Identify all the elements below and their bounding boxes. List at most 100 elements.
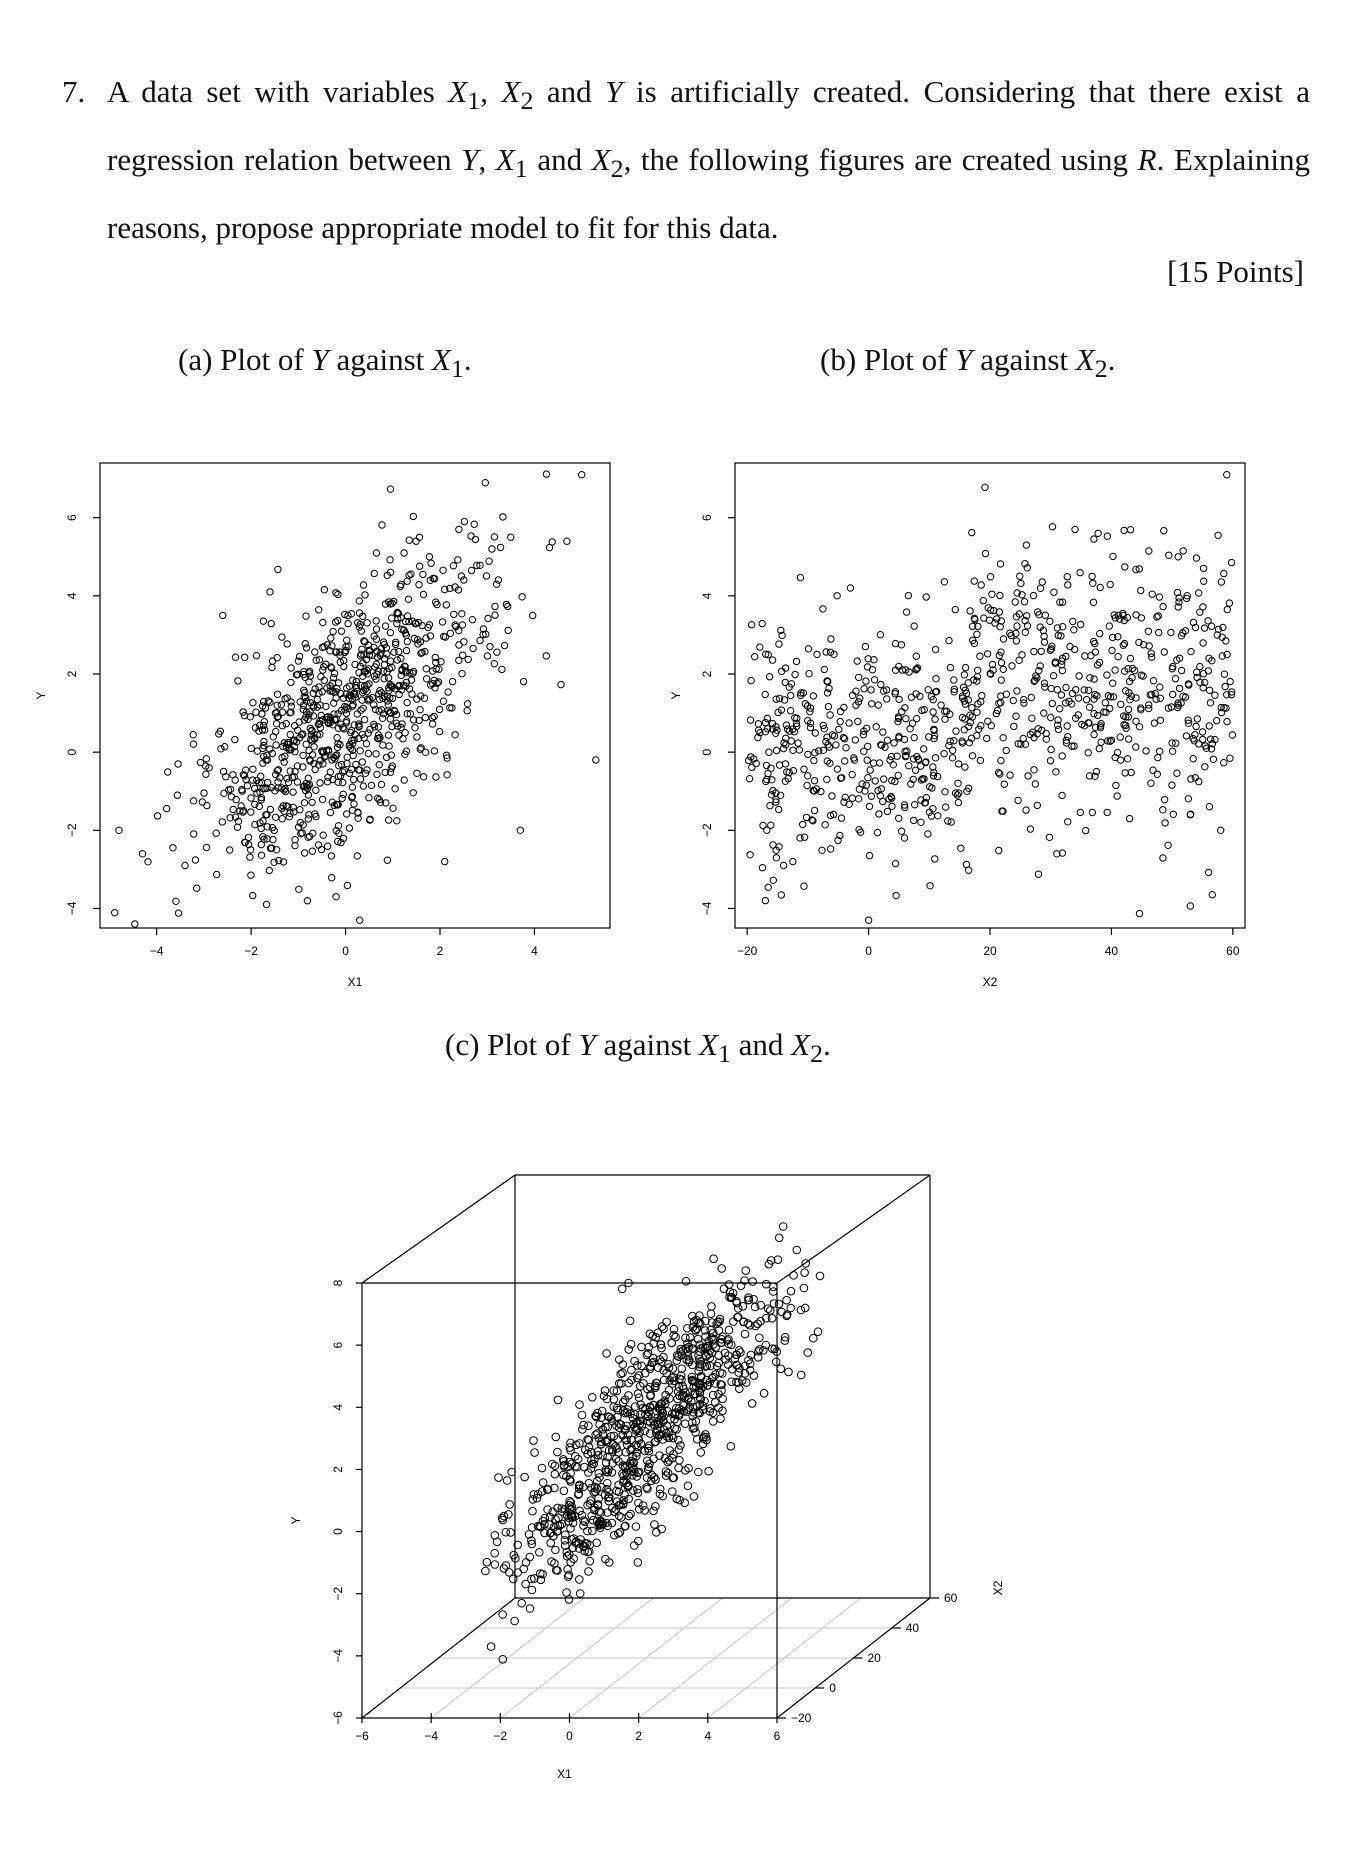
data-point bbox=[866, 766, 874, 774]
data-point bbox=[370, 569, 378, 578]
data-point bbox=[698, 1439, 708, 1449]
data-point bbox=[931, 855, 939, 863]
data-point bbox=[355, 723, 363, 731]
data-point bbox=[618, 1368, 627, 1378]
data-point bbox=[1090, 695, 1098, 703]
data-point bbox=[783, 725, 792, 733]
data-point bbox=[1068, 700, 1076, 708]
data-point bbox=[392, 638, 400, 647]
data-point bbox=[830, 650, 838, 659]
data-point bbox=[592, 756, 600, 764]
data-point bbox=[860, 747, 868, 755]
data-point bbox=[279, 858, 288, 866]
data-point bbox=[673, 1394, 682, 1404]
data-point bbox=[913, 664, 922, 672]
data-point bbox=[909, 775, 917, 784]
data-point bbox=[627, 1375, 636, 1385]
data-point bbox=[548, 1459, 557, 1469]
data-point bbox=[361, 769, 370, 777]
data-point bbox=[435, 727, 444, 736]
data-point bbox=[1156, 716, 1165, 724]
data-point bbox=[934, 812, 942, 820]
data-point bbox=[626, 1445, 635, 1455]
data-point bbox=[1033, 801, 1041, 810]
data-point bbox=[372, 750, 380, 758]
data-point bbox=[334, 822, 343, 830]
data-point bbox=[1124, 705, 1133, 714]
data-point bbox=[748, 1277, 757, 1286]
data-point bbox=[729, 1317, 738, 1326]
data-point bbox=[543, 1505, 552, 1514]
data-point bbox=[1082, 826, 1090, 835]
data-point bbox=[837, 814, 846, 822]
data-point bbox=[917, 818, 925, 826]
data-point bbox=[826, 711, 834, 719]
data-point bbox=[426, 576, 434, 585]
data-point bbox=[335, 829, 343, 837]
data-point bbox=[946, 737, 954, 745]
data-point bbox=[964, 679, 972, 687]
data-point bbox=[664, 1363, 674, 1372]
data-point bbox=[1228, 688, 1236, 696]
data-point bbox=[249, 776, 257, 784]
data-point bbox=[736, 1348, 745, 1357]
data-point bbox=[367, 781, 376, 790]
data-point bbox=[775, 640, 783, 648]
data-point bbox=[872, 723, 880, 731]
data-point bbox=[776, 1364, 786, 1374]
data-point bbox=[817, 787, 825, 796]
data-point bbox=[999, 635, 1008, 643]
data-point bbox=[304, 815, 312, 823]
data-point bbox=[823, 689, 832, 697]
data-point bbox=[703, 1341, 713, 1351]
data-point bbox=[527, 1523, 537, 1532]
data-point bbox=[327, 663, 335, 671]
data-point bbox=[385, 742, 393, 750]
data-point bbox=[1208, 891, 1216, 899]
data-point bbox=[417, 744, 425, 752]
data-point bbox=[705, 1353, 715, 1363]
data-point bbox=[599, 1391, 609, 1401]
data-point bbox=[745, 1359, 755, 1368]
data-point bbox=[593, 1429, 602, 1438]
data-point bbox=[948, 754, 957, 762]
data-point bbox=[566, 1498, 576, 1507]
data-point bbox=[736, 1281, 746, 1291]
data-point bbox=[761, 896, 770, 905]
data-point bbox=[633, 1485, 642, 1494]
data-point bbox=[1204, 667, 1212, 675]
data-point bbox=[602, 1349, 611, 1358]
data-point bbox=[540, 1513, 550, 1523]
data-point bbox=[629, 1541, 639, 1550]
data-point bbox=[326, 768, 334, 776]
data-point bbox=[421, 713, 430, 722]
data-point bbox=[356, 747, 364, 755]
data-point bbox=[848, 794, 857, 802]
data-point bbox=[766, 1306, 775, 1315]
data-point bbox=[796, 691, 805, 700]
data-point bbox=[352, 681, 360, 690]
data-point bbox=[544, 1520, 554, 1529]
data-point bbox=[296, 806, 304, 814]
data-point bbox=[763, 1304, 773, 1313]
data-point bbox=[926, 882, 934, 890]
data-point bbox=[426, 632, 435, 640]
data-point bbox=[768, 1344, 777, 1353]
data-point bbox=[789, 746, 797, 754]
data-point bbox=[1168, 747, 1177, 755]
data-point bbox=[231, 813, 240, 821]
data-point bbox=[498, 1655, 508, 1664]
data-point bbox=[848, 691, 857, 700]
data-point bbox=[740, 1361, 750, 1371]
data-point bbox=[1087, 652, 1095, 660]
data-point bbox=[598, 1425, 608, 1434]
data-point bbox=[901, 752, 910, 761]
data-point bbox=[894, 714, 903, 723]
data-point bbox=[265, 866, 273, 875]
data-point bbox=[1145, 704, 1153, 713]
data-point bbox=[553, 1447, 562, 1457]
data-point bbox=[630, 1356, 639, 1366]
data-point bbox=[327, 634, 335, 642]
data-point bbox=[220, 789, 228, 797]
data-point bbox=[323, 842, 332, 850]
